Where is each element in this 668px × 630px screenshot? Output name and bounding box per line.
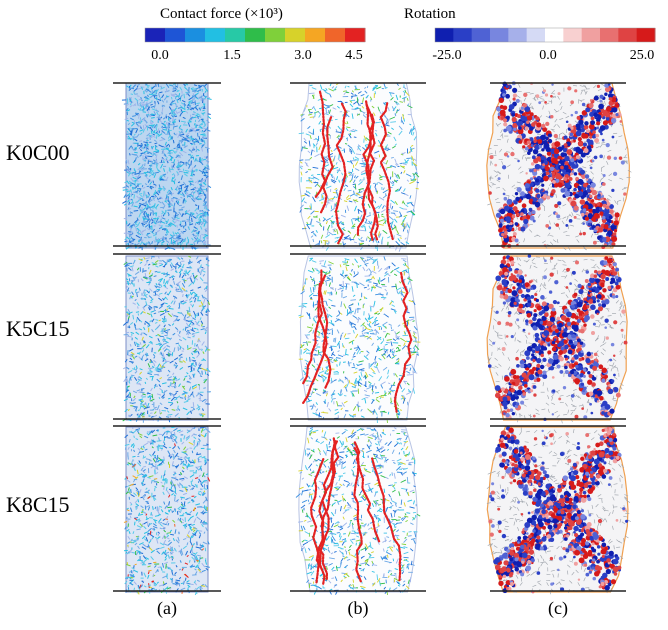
contact-force-colorbar-swatch xyxy=(145,28,166,42)
contact-force-colorbar-swatch xyxy=(345,28,366,42)
contact-force-tick: 0.0 xyxy=(151,48,169,63)
specimen-initial-1 xyxy=(121,82,212,251)
contact-force-tick: 1.5 xyxy=(223,48,241,63)
rotation-colorbar-swatch xyxy=(636,28,656,42)
contact-force-colorbar-swatch xyxy=(225,28,246,42)
rotation-tick: 0.0 xyxy=(539,48,557,63)
rotation-colorbar-swatch xyxy=(490,28,509,42)
rotation-colorbar-swatch xyxy=(600,28,619,42)
specimen-rotation-1 xyxy=(486,81,632,251)
rotation-colorbar-swatch xyxy=(526,28,546,42)
rotation-colorbar-swatch xyxy=(581,28,601,42)
rotation-colorbar-swatch xyxy=(563,28,583,42)
column-label-b: (b) xyxy=(347,598,369,618)
rotation-colorbar-title: Rotation xyxy=(404,6,456,22)
contact-force-colorbar xyxy=(144,27,366,43)
row-label-k5c15: K5C15 xyxy=(6,316,70,341)
specimen-initial-3 xyxy=(123,426,211,596)
contact-force-colorbar-title: Contact force (×10³) xyxy=(160,6,283,22)
specimen-rotation-3 xyxy=(486,426,631,595)
contact-force-colorbar-swatch xyxy=(245,28,266,42)
contact-force-colorbar-swatch xyxy=(285,28,306,42)
contact-force-colorbar-swatch xyxy=(165,28,186,42)
rotation-colorbar xyxy=(434,27,656,43)
row-label-k0c00: K0C00 xyxy=(6,140,70,165)
contact-force-colorbar-swatch xyxy=(325,28,346,42)
rotation-colorbar-frame xyxy=(434,27,656,43)
rotation-colorbar-swatch xyxy=(471,28,491,42)
column-label-c: (c) xyxy=(548,598,568,618)
loading-plates xyxy=(113,82,626,592)
contact-force-colorbar-swatch xyxy=(265,28,286,42)
rotation-colorbar-swatch xyxy=(435,28,454,42)
rotation-colorbar-swatch xyxy=(618,28,638,42)
contact-force-colorbar-swatch xyxy=(305,28,326,42)
specimen-panels xyxy=(121,81,632,596)
rotation-tick: -25.0 xyxy=(432,48,462,63)
specimen-force-chains-3 xyxy=(295,426,421,595)
specimen-force-chains-1 xyxy=(298,82,420,252)
rotation-colorbar-swatch xyxy=(508,28,528,42)
contact-force-colorbar-swatch xyxy=(185,28,206,42)
contact-force-tick: 3.0 xyxy=(294,48,312,63)
specimen-initial-2 xyxy=(122,255,211,423)
rotation-colorbar-swatch xyxy=(545,28,564,42)
specimen-force-chains-2 xyxy=(298,255,421,424)
contact-force-tick: 4.5 xyxy=(345,48,363,63)
specimen-rotation-2 xyxy=(486,254,628,424)
row-label-k8c15: K8C15 xyxy=(6,492,70,517)
rotation-tick: 25.0 xyxy=(629,48,655,63)
contact-force-colorbar-swatch xyxy=(205,28,226,42)
rotation-colorbar-swatch xyxy=(453,28,473,42)
contact-force-colorbar-frame xyxy=(144,27,366,43)
column-label-a: (a) xyxy=(157,598,177,618)
